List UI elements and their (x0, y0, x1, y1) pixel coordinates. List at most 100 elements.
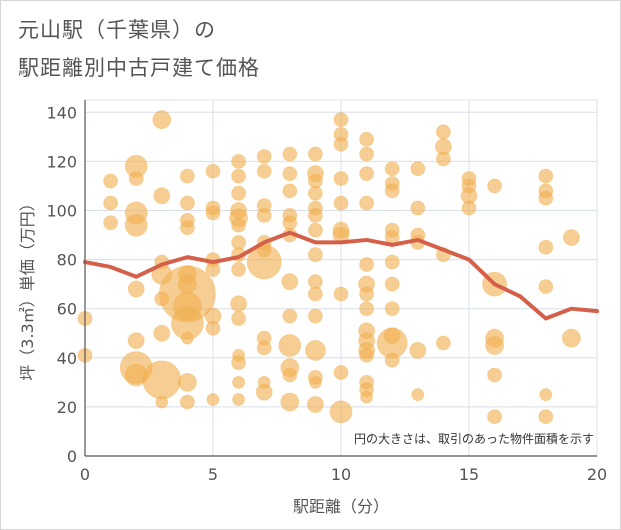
x-axis-label: 駅距離（分） (293, 497, 389, 516)
data-bubble (360, 390, 374, 404)
data-bubble (282, 166, 298, 182)
data-bubble (485, 336, 505, 356)
data-bubble (205, 163, 221, 179)
data-bubble (231, 311, 247, 327)
data-bubble (384, 301, 400, 317)
data-bubble (539, 388, 553, 402)
data-bubble (256, 340, 272, 356)
data-bubble (153, 187, 171, 205)
y-tick-label: 140 (46, 103, 77, 122)
data-bubble (410, 200, 426, 216)
data-bubble (282, 308, 298, 324)
data-bubble (359, 256, 375, 272)
data-bubble (231, 185, 247, 201)
data-bubble (384, 183, 400, 199)
data-bubble (359, 146, 375, 162)
data-bubble (205, 205, 221, 221)
data-bubble (561, 328, 581, 348)
average-line-layer (83, 230, 599, 321)
data-bubble (333, 195, 349, 211)
data-bubble (329, 400, 353, 424)
data-bubble (409, 341, 427, 359)
data-bubble (359, 286, 375, 302)
data-bubble (127, 280, 145, 298)
data-bubble (205, 261, 221, 277)
data-bubble (127, 332, 145, 350)
data-bubble (304, 339, 326, 361)
data-bubble (180, 331, 194, 345)
data-bubble (278, 334, 302, 358)
data-bubble (256, 207, 272, 223)
chart-title-line1: 元山駅（千葉県）の (18, 18, 216, 42)
size-legend-note: 円の大きさは、取引のあった物件面積を示す (354, 431, 594, 446)
data-bubble (103, 195, 119, 211)
data-bubble (246, 244, 282, 280)
data-bubble (538, 190, 554, 206)
data-bubble (333, 136, 349, 152)
data-bubble (359, 347, 375, 363)
data-bubble (206, 393, 220, 407)
data-bubble (282, 146, 298, 162)
data-bubble (256, 148, 272, 164)
data-bubble (487, 409, 503, 425)
data-bubble (333, 112, 349, 128)
data-bubble (538, 168, 554, 184)
data-bubble (307, 185, 323, 201)
y-tick-label: 40 (57, 349, 77, 368)
average-price-line (83, 230, 599, 321)
data-bubble (562, 228, 580, 246)
data-bubble (435, 151, 451, 167)
data-bubble (231, 153, 247, 169)
x-tick-label: 0 (80, 465, 90, 484)
data-bubble (124, 213, 148, 237)
data-bubble (153, 324, 171, 342)
data-bubble (384, 276, 400, 292)
data-bubble (103, 173, 119, 189)
data-bubble (538, 239, 554, 255)
y-tick-label: 80 (57, 251, 77, 270)
data-bubble (359, 195, 375, 211)
data-bubble (307, 308, 323, 324)
data-bubble (411, 388, 425, 402)
data-bubble (487, 178, 503, 194)
data-bubble (177, 372, 197, 392)
data-bubble (410, 161, 426, 177)
data-bubble (103, 215, 119, 231)
data-bubble (281, 273, 299, 291)
y-tick-label: 20 (57, 398, 77, 417)
y-tick-label: 0 (67, 447, 77, 466)
data-bubble (255, 383, 273, 401)
data-bubble (307, 222, 323, 238)
data-bubble (256, 163, 272, 179)
x-tick-label: 5 (208, 465, 218, 484)
data-bubble (179, 168, 195, 184)
data-bubble (307, 247, 323, 263)
x-tick-label: 20 (587, 465, 607, 484)
data-bubble (231, 217, 247, 233)
chart-title-line2: 駅距離別中古戸建て価格 (18, 56, 260, 80)
x-tick-label: 15 (459, 465, 479, 484)
data-bubble (384, 254, 400, 270)
data-bubble (179, 195, 195, 211)
y-axis-label: 坪（3.3㎡）単価（万円） (18, 195, 37, 380)
data-bubble (306, 395, 324, 413)
y-tick-label: 100 (46, 201, 77, 220)
data-bubble (282, 367, 298, 383)
data-bubble (538, 279, 554, 295)
data-bubble (231, 355, 247, 371)
data-bubble (359, 166, 375, 182)
data-bubble (333, 171, 349, 187)
data-bubble (230, 295, 248, 313)
data-bubble (384, 161, 400, 177)
data-bubble (307, 146, 323, 162)
data-bubble (232, 393, 246, 407)
axes: 0 20 40 60 80 100 120 140 0 5 10 15 20 (46, 100, 607, 484)
data-bubble (155, 395, 169, 409)
data-bubble (333, 365, 349, 381)
data-bubble (359, 301, 375, 317)
data-bubble (308, 375, 322, 389)
x-tick-label: 10 (331, 465, 351, 484)
data-bubble (179, 220, 195, 236)
data-bubble (142, 360, 182, 400)
data-bubble (231, 168, 247, 184)
